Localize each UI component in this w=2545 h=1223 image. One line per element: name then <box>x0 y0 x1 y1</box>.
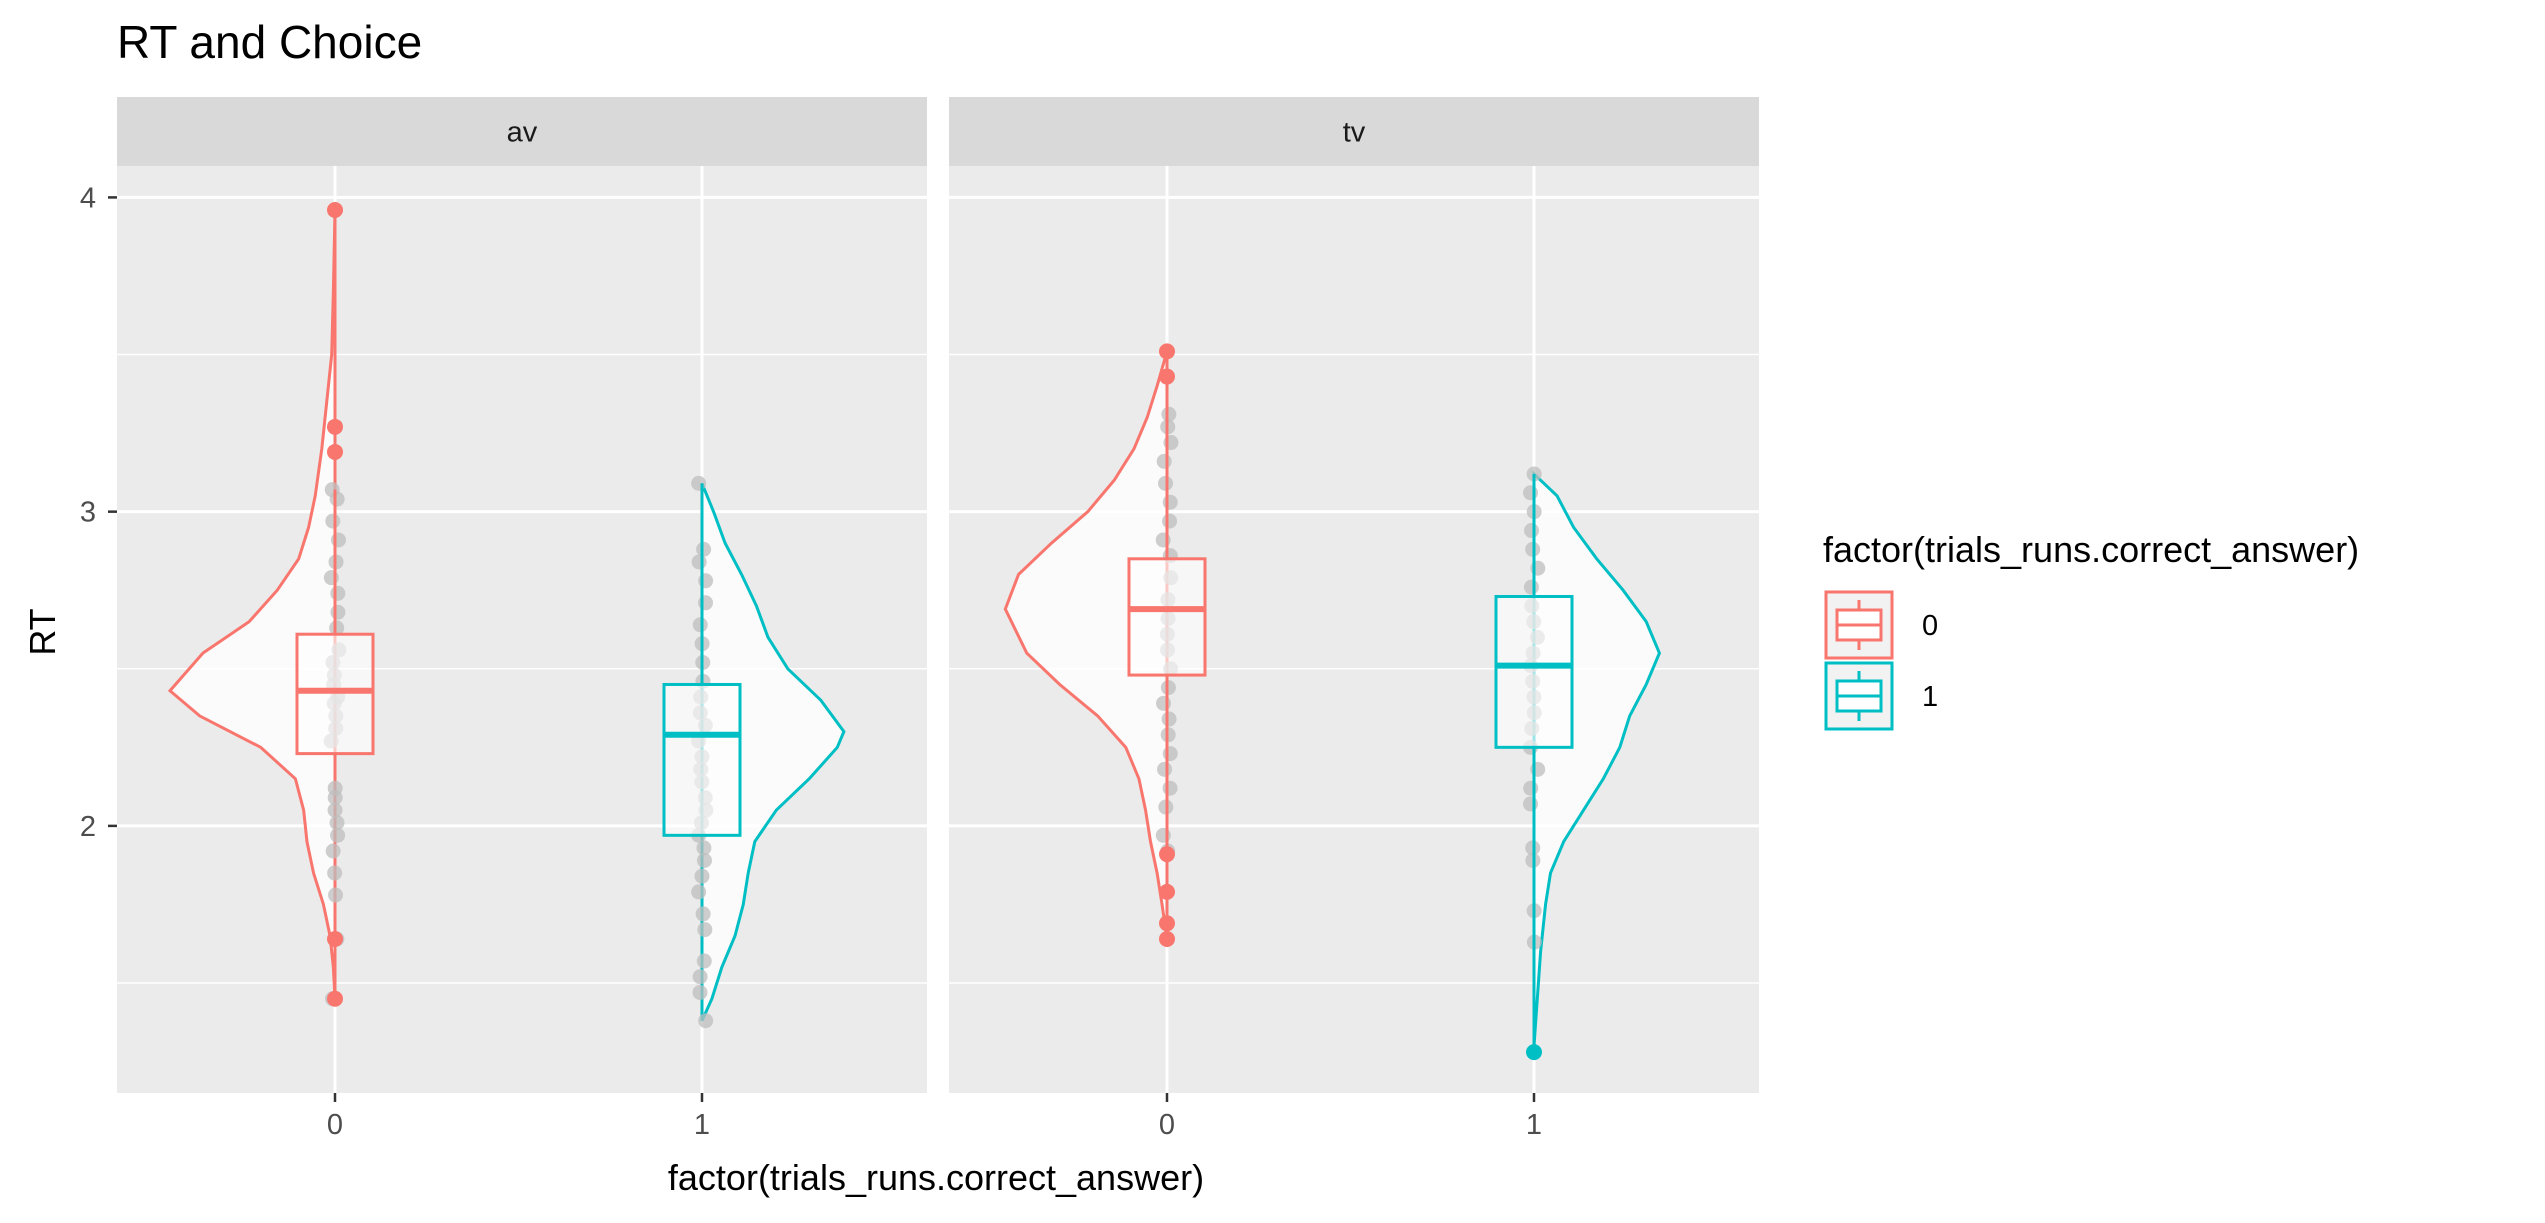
legend-keys: 01 <box>1824 590 1938 731</box>
facet-strip <box>117 97 927 166</box>
y-tick-label: 3 <box>80 497 96 529</box>
facet-strip <box>949 97 1759 166</box>
x-tick-label: 1 <box>694 1109 710 1141</box>
outlier-point <box>1159 883 1175 900</box>
raw-data-point <box>327 802 343 818</box>
density-half-violin <box>700 482 846 1022</box>
density-half-violin <box>167 209 337 999</box>
raw-data-point <box>1156 453 1172 469</box>
raw-data-point <box>696 840 712 856</box>
outlier-point <box>1159 368 1175 385</box>
box-iqr <box>1127 557 1207 677</box>
raw-data-point <box>1157 761 1173 777</box>
raw-data-point <box>330 604 346 620</box>
facet-panel-tv: tv 0 1 <box>949 97 1759 1141</box>
box-iqr <box>295 632 375 756</box>
y-tick-label: 4 <box>80 182 96 214</box>
raw-data-point <box>692 617 708 633</box>
facet-strip-label: av <box>507 117 538 149</box>
outlier-point <box>1159 915 1175 932</box>
raw-data-point <box>691 475 707 491</box>
raw-data-point <box>1162 780 1178 796</box>
raw-data-point <box>327 865 343 881</box>
density-half-violin <box>1003 350 1169 940</box>
legend-key-1: 1 <box>1824 661 1938 731</box>
outlier-point <box>1159 846 1175 863</box>
raw-data-point <box>698 1013 714 1029</box>
raw-data-point <box>696 953 712 969</box>
raw-data-point <box>698 573 714 589</box>
raw-data-point <box>1530 761 1546 777</box>
x-tick-label: 1 <box>1526 1109 1542 1141</box>
raw-data-point <box>1161 406 1177 422</box>
group-tv-1 <box>1494 466 1662 1061</box>
legend-label: 0 <box>1922 610 1938 642</box>
outlier-point <box>327 931 343 948</box>
raw-data-point <box>696 541 712 557</box>
raw-data-point <box>696 852 712 868</box>
legend-label: 1 <box>1922 681 1938 713</box>
raw-data-point <box>324 482 340 498</box>
raw-data-point <box>327 780 343 796</box>
raw-data-point <box>323 570 339 586</box>
group-av-0 <box>167 201 375 1007</box>
y-axis: 2 3 4 <box>80 182 117 843</box>
y-tick-label: 2 <box>80 811 96 843</box>
raw-data-point <box>1156 695 1172 711</box>
raw-data-point <box>1162 494 1178 510</box>
raw-data-point <box>1155 827 1171 843</box>
raw-data-point <box>330 532 346 548</box>
x-tick-label: 0 <box>1159 1109 1175 1141</box>
group-av-1 <box>662 475 846 1029</box>
raw-data-point <box>1524 523 1540 539</box>
raw-data-point <box>1523 796 1539 812</box>
raw-data-point <box>697 922 713 938</box>
raw-data-point <box>1523 780 1539 796</box>
chart-title: RT and Choice <box>117 16 422 68</box>
raw-data-point <box>1162 513 1178 529</box>
legend: factor(trials_runs.correct_answer) 01 <box>1823 529 2359 731</box>
box-iqr <box>1494 595 1574 749</box>
facet-panels: av 0 1 tv 0 1 2 3 4 <box>80 97 1759 1141</box>
raw-data-point <box>691 884 707 900</box>
facet-panel-av: av 0 1 <box>117 97 927 1141</box>
raw-data-point <box>329 815 345 831</box>
raw-data-point <box>1162 746 1178 762</box>
raw-data-point <box>329 620 345 636</box>
outlier-point <box>327 201 343 218</box>
raw-data-point <box>694 868 710 884</box>
raw-data-point <box>1523 485 1539 501</box>
legend-title: factor(trials_runs.correct_answer) <box>1823 529 2359 570</box>
outlier-point <box>1159 343 1175 360</box>
outlier-point <box>1159 931 1175 948</box>
outlier-point <box>1526 1044 1542 1061</box>
outlier-point <box>327 418 343 435</box>
x-tick-label: 0 <box>327 1109 343 1141</box>
raw-data-point <box>325 843 341 859</box>
raw-data-point <box>325 513 341 529</box>
raw-data-point <box>692 984 708 1000</box>
raw-data-point <box>328 887 344 903</box>
raw-data-point <box>1161 711 1177 727</box>
outlier-point <box>327 990 343 1007</box>
x-axis-title: factor(trials_runs.correct_answer) <box>668 1157 1204 1198</box>
raw-data-point <box>692 969 708 985</box>
facet-strip-label: tv <box>1343 117 1366 149</box>
box-iqr <box>662 682 742 837</box>
raw-data-point <box>695 906 711 922</box>
raw-data-point <box>330 827 346 843</box>
outlier-point <box>327 443 343 460</box>
legend-key-0: 0 <box>1824 590 1938 660</box>
y-axis-title: RT <box>22 608 63 655</box>
raw-data-point <box>698 595 714 611</box>
group-tv-0 <box>1003 343 1207 948</box>
raw-data-point <box>330 585 346 601</box>
raw-data-point <box>1523 579 1539 595</box>
